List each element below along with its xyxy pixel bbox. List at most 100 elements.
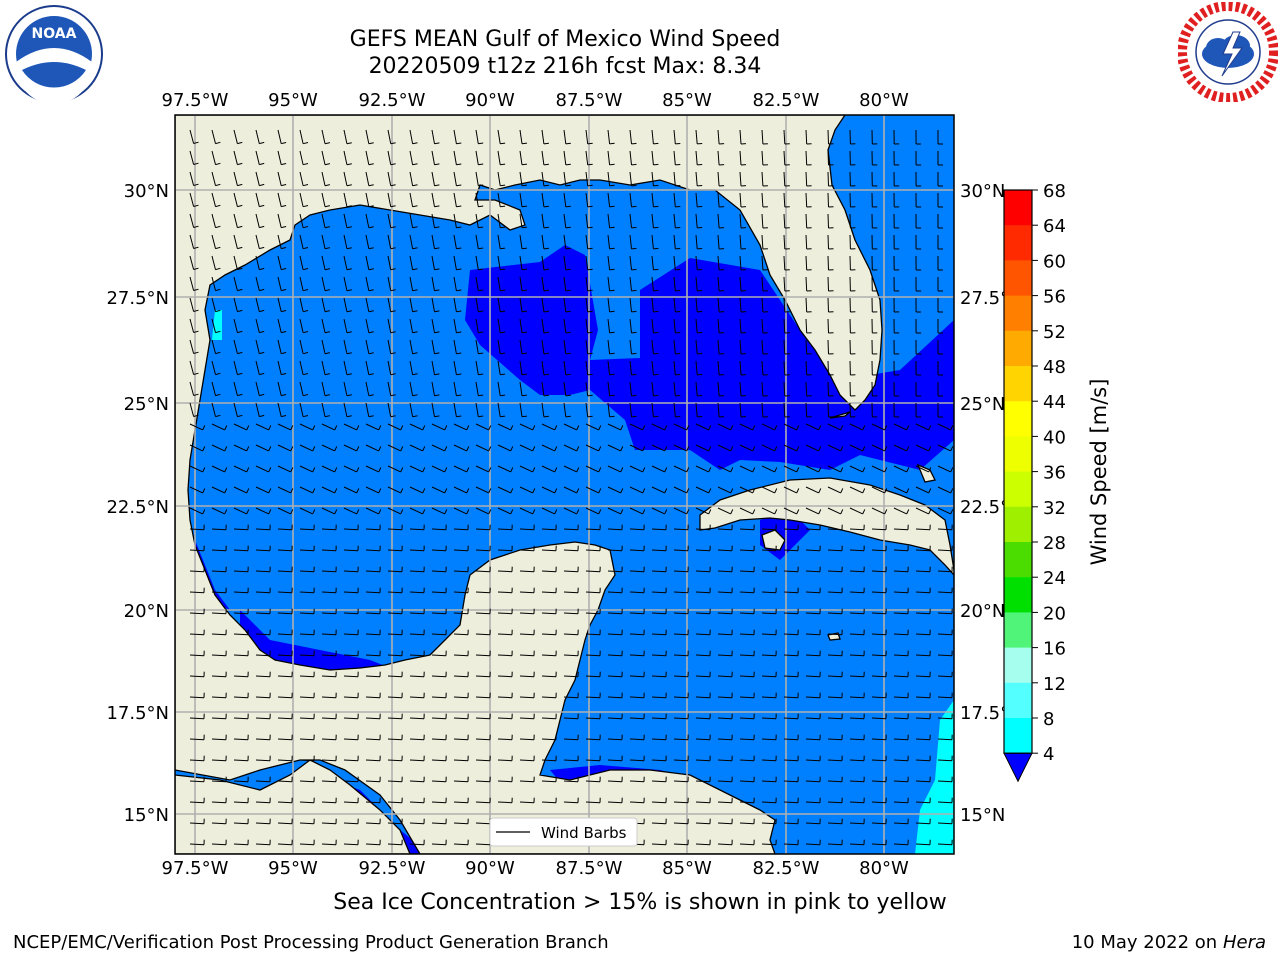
wind-barb xyxy=(695,713,711,720)
wind-barb xyxy=(585,171,593,187)
wind-barb xyxy=(695,297,703,313)
wind-barb xyxy=(321,486,338,494)
wind-barb xyxy=(915,629,931,636)
wind-barb xyxy=(453,465,470,473)
wind-barb xyxy=(871,566,887,573)
wind-barb xyxy=(695,150,703,166)
wind-barb xyxy=(915,381,922,397)
wind-barb xyxy=(541,608,557,615)
wind-barb xyxy=(211,545,227,552)
wind-barb xyxy=(585,129,593,145)
wind-barb xyxy=(475,587,491,594)
wind-barb xyxy=(871,402,878,418)
wind-barb xyxy=(739,423,756,431)
wind-barb xyxy=(651,839,667,846)
wind-barb xyxy=(805,465,822,473)
wind-barb xyxy=(871,171,878,187)
wind-barb xyxy=(673,192,681,208)
wind-barb xyxy=(475,713,491,720)
wind-barb xyxy=(431,797,447,804)
wind-barb xyxy=(717,192,725,208)
wind-barb xyxy=(761,608,777,615)
wind-barb xyxy=(651,671,667,678)
wind-barb xyxy=(651,608,667,615)
wind-barb xyxy=(475,465,492,473)
wind-barb xyxy=(695,629,711,636)
wind-barb xyxy=(673,776,689,783)
wind-barb xyxy=(343,444,360,452)
wind-barb xyxy=(783,276,790,292)
wind-barb xyxy=(277,381,287,397)
wind-barb xyxy=(783,465,800,473)
wind-barb xyxy=(299,671,315,678)
lon-label: 85°W xyxy=(662,858,712,879)
wind-barb xyxy=(277,587,293,594)
wind-barb xyxy=(629,402,637,418)
wind-barb xyxy=(453,587,469,594)
colorbar-tick: 20 xyxy=(1043,603,1066,624)
wind-barb xyxy=(497,150,506,166)
wind-barb xyxy=(915,839,931,846)
wind-barb xyxy=(211,755,227,762)
wind-barb xyxy=(211,776,227,783)
wind-barb xyxy=(255,276,265,292)
wind-barb xyxy=(937,172,943,187)
wind-barb xyxy=(343,713,359,720)
wind-barb xyxy=(211,818,227,825)
wind-barb xyxy=(673,650,689,657)
wind-barb xyxy=(849,423,866,431)
wind-barb xyxy=(717,524,733,531)
wind-barb xyxy=(695,276,703,292)
wind-barb xyxy=(519,629,535,636)
wind-barb xyxy=(475,171,484,187)
wind-barb xyxy=(299,818,315,825)
colorbar-swatch xyxy=(1004,436,1032,473)
wind-barb xyxy=(365,486,382,494)
lon-label: 80°W xyxy=(859,858,909,879)
wind-barb xyxy=(805,692,821,699)
wind-barb xyxy=(783,755,799,762)
wind-barb xyxy=(321,755,337,762)
wind-barb xyxy=(475,444,492,452)
wind-barb xyxy=(475,545,491,552)
wind-barb xyxy=(805,507,822,515)
wind-barb xyxy=(563,213,571,229)
wind-barb xyxy=(673,360,681,376)
wind-barb xyxy=(255,818,271,825)
wind-barb xyxy=(255,318,265,334)
wind-barb xyxy=(475,381,484,397)
wind-barb xyxy=(607,255,615,271)
wind-barb xyxy=(321,566,337,573)
wind-barb xyxy=(893,234,900,250)
wind-barb xyxy=(849,444,866,452)
wind-barb xyxy=(255,465,272,473)
wind-barb xyxy=(629,797,645,804)
wind-barb xyxy=(717,776,733,783)
wind-barb xyxy=(761,171,768,187)
wind-barb xyxy=(211,650,227,657)
wind-barb xyxy=(761,713,777,720)
wind-barb xyxy=(189,276,199,291)
wind-barb xyxy=(497,755,513,762)
wind-barb xyxy=(387,276,396,292)
wind-barb xyxy=(431,692,447,699)
wind-barb xyxy=(761,423,778,431)
colorbar-swatch xyxy=(1004,506,1032,543)
wind-barb xyxy=(497,734,513,741)
wind-barb xyxy=(893,129,900,145)
wind-barb xyxy=(541,402,549,418)
wind-barb xyxy=(849,129,856,145)
wind-barb xyxy=(893,587,909,594)
wind-barb xyxy=(453,444,470,452)
wind-barb xyxy=(299,297,309,313)
wind-barb xyxy=(695,171,703,187)
wind-barb xyxy=(805,629,821,636)
wind-barb xyxy=(255,255,265,271)
wind-barb xyxy=(695,129,703,145)
wind-barb xyxy=(761,545,777,552)
wind-barb xyxy=(453,381,462,397)
wind-barb xyxy=(497,650,513,657)
wind-barb xyxy=(871,213,878,229)
wind-barb xyxy=(651,234,659,250)
wind-barb xyxy=(255,692,271,699)
